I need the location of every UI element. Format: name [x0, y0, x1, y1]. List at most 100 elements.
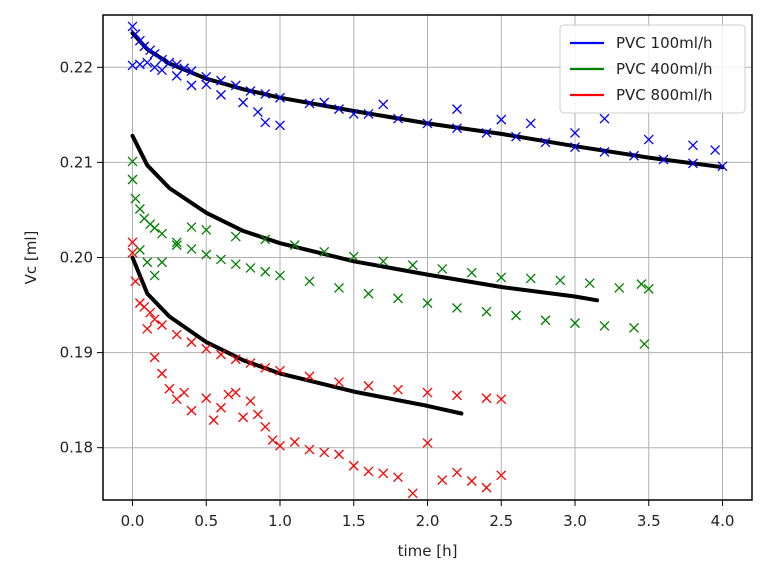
data-point: [466, 476, 477, 486]
data-point: [289, 240, 300, 251]
data-point: [481, 306, 492, 317]
fit-curves: [130, 31, 725, 416]
data-point: [275, 120, 285, 131]
data-point: [275, 440, 285, 451]
data-point: [186, 243, 197, 254]
data-point: [319, 246, 330, 257]
data-point: [201, 79, 212, 90]
legend-label: PVC 100ml/h: [616, 34, 713, 52]
data-point: [496, 114, 507, 125]
data-point: [496, 470, 507, 481]
data-point: [570, 318, 580, 329]
data-point: [223, 389, 234, 400]
data-point: [267, 435, 278, 446]
data-point: [186, 337, 197, 348]
data-point: [260, 88, 271, 99]
data-point: [216, 402, 226, 413]
data-point: [452, 467, 462, 478]
data-point: [636, 279, 647, 290]
fit-curve: [130, 255, 464, 416]
data-point: [142, 323, 153, 334]
data-point: [164, 383, 175, 394]
data-point: [393, 384, 403, 395]
data-point: [186, 405, 197, 416]
data-point: [201, 343, 212, 354]
y-tick-label: 0.19: [60, 344, 93, 362]
data-point: [643, 283, 654, 294]
data-point: [127, 237, 138, 248]
data-point: [511, 131, 521, 142]
data-point: [363, 108, 374, 119]
data-point: [466, 267, 477, 278]
data-point: [378, 256, 389, 267]
data-point: [230, 80, 241, 91]
fit-curve: [130, 133, 600, 303]
data-point: [260, 362, 271, 373]
data-point: [134, 204, 145, 214]
x-axis-ticks: 0.0 0.5 1.0 1.5 2.0 2.5 3.0 3.5 4.0: [121, 500, 734, 530]
data-point: [238, 97, 249, 108]
data-point: [230, 354, 241, 365]
data-point: [171, 237, 182, 248]
data-point: [511, 310, 521, 321]
data-point: [393, 293, 403, 304]
data-point: [252, 409, 263, 420]
data-point: [525, 118, 536, 129]
data-point: [584, 278, 595, 289]
x-tick-label: 2.0: [416, 512, 440, 530]
data-point: [171, 59, 182, 70]
data-point: [157, 368, 167, 379]
data-point: [245, 86, 256, 97]
data-point: [275, 270, 285, 281]
data-point: [275, 365, 285, 376]
data-point: [688, 140, 698, 151]
data-point: [149, 49, 160, 59]
data-point: [245, 396, 256, 407]
data-point: [629, 322, 639, 333]
data-point: [629, 150, 639, 161]
x-tick-label: 0.5: [194, 512, 218, 530]
data-point: [393, 472, 403, 483]
data-point: [149, 62, 160, 73]
data-point: [252, 107, 263, 117]
data-point: [422, 118, 433, 129]
data-point: [378, 99, 389, 110]
data-point: [304, 444, 315, 455]
data-point: [139, 41, 150, 52]
legend-label: PVC 400ml/h: [616, 60, 713, 78]
data-point: [208, 415, 219, 426]
data-point: [599, 113, 610, 124]
data-point: [157, 228, 167, 239]
data-point: [334, 377, 344, 388]
data-point: [348, 460, 359, 471]
data-point: [334, 449, 344, 460]
data-point: [289, 437, 300, 447]
data-point: [319, 97, 330, 108]
data-point: [149, 352, 160, 363]
data-point: [452, 123, 462, 134]
data-point: [130, 193, 141, 204]
data-point: [216, 349, 226, 360]
data-point: [216, 89, 226, 100]
data-points: [127, 21, 728, 499]
data-point: [127, 247, 138, 258]
data-point: [127, 21, 138, 32]
data-point: [157, 65, 167, 76]
data-point: [363, 288, 374, 299]
data-point: [304, 371, 315, 382]
data-point: [142, 257, 153, 268]
data-point: [363, 466, 374, 477]
data-point: [393, 113, 403, 124]
data-point: [304, 276, 315, 287]
y-axis-label: Vc [ml]: [22, 231, 40, 285]
data-point: [452, 302, 462, 313]
x-tick-label: 2.5: [489, 512, 513, 530]
x-axis-label: time [h]: [398, 542, 458, 560]
x-tick-label: 0.0: [121, 512, 145, 530]
data-point: [201, 393, 212, 404]
data-point: [570, 127, 580, 138]
data-point: [452, 390, 462, 401]
data-point: [304, 98, 315, 109]
data-point: [149, 223, 160, 233]
